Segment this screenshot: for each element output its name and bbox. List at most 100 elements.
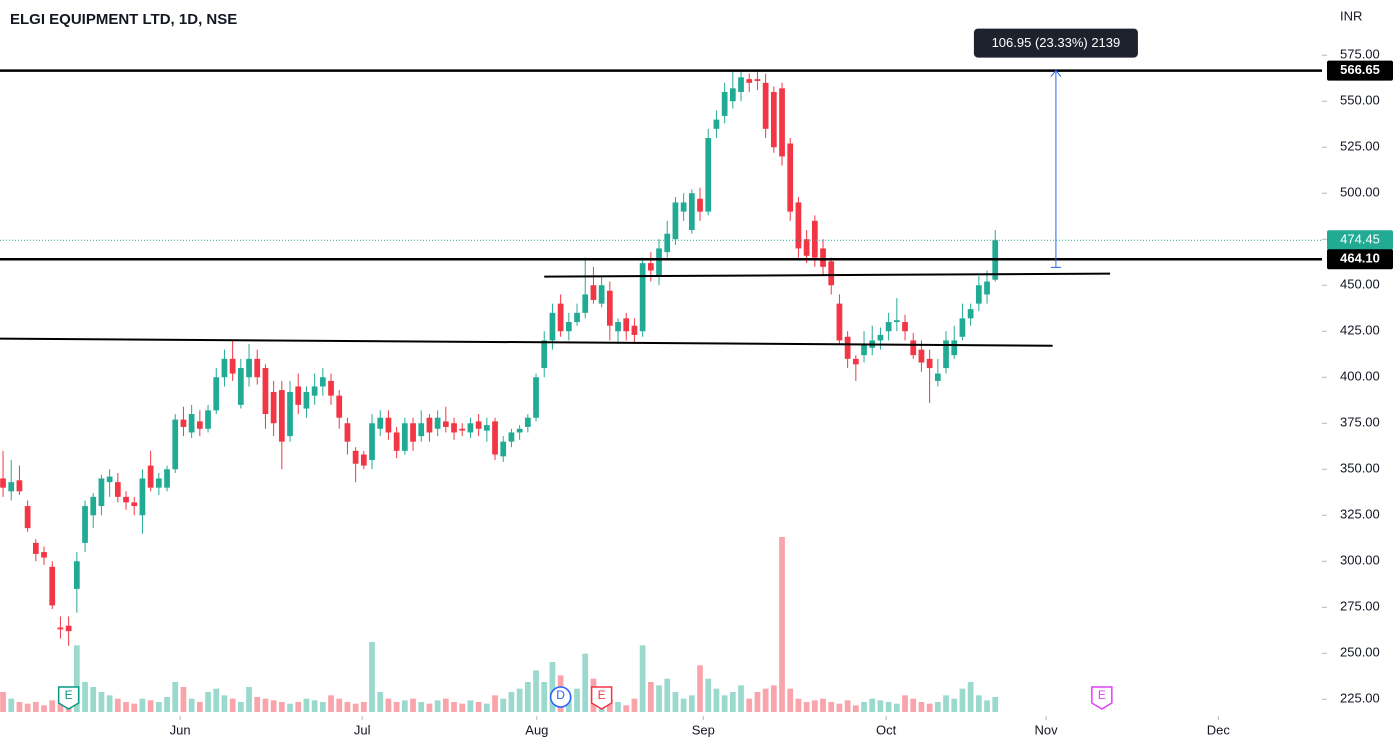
candle-body — [606, 290, 613, 326]
volume-bar — [820, 698, 826, 712]
y-tick-label: 375.00 — [1340, 415, 1380, 430]
volume-bar — [73, 645, 80, 712]
candle-body — [492, 421, 498, 455]
volume-bar — [401, 700, 408, 712]
trend-line — [544, 272, 1111, 278]
volume-bar — [656, 685, 662, 712]
candle-body — [16, 480, 23, 492]
candle-body — [541, 340, 548, 369]
volume-bar — [360, 702, 367, 712]
candle-body — [401, 423, 408, 451]
volume-bar — [934, 702, 941, 712]
candle-body — [623, 318, 630, 332]
volume-bar — [270, 700, 277, 712]
candle-body — [139, 478, 146, 516]
candle-body — [565, 322, 572, 332]
volume-bar — [524, 682, 531, 712]
volume-bar — [467, 700, 474, 712]
level-box — [1327, 249, 1393, 270]
candle-body — [975, 285, 982, 304]
candle-body — [902, 322, 908, 332]
candle-body — [352, 450, 359, 464]
volume-bar — [623, 705, 630, 712]
volume-bar — [180, 687, 187, 712]
volume-bar — [729, 692, 736, 712]
level-box — [1327, 60, 1393, 81]
volume-bar — [967, 682, 974, 712]
candle-body — [893, 320, 900, 323]
volume-bar — [106, 695, 113, 712]
candle-body — [680, 202, 687, 212]
candle-body — [369, 423, 375, 461]
candle-body — [664, 233, 671, 253]
candle-body — [270, 391, 277, 424]
candle-body — [713, 119, 720, 129]
volume-bar — [147, 700, 154, 712]
candle-body — [803, 239, 810, 256]
event-icon — [549, 686, 572, 708]
candle-body — [836, 303, 843, 341]
candle-body — [582, 294, 589, 313]
candle-body — [754, 79, 761, 81]
candle-body — [877, 334, 884, 341]
candle-body — [303, 391, 310, 409]
candle-body — [328, 380, 334, 396]
volume-bar — [902, 695, 908, 712]
candle-body — [910, 340, 917, 356]
candle-body — [123, 496, 129, 503]
candle-body — [557, 303, 564, 332]
x-tick-label: Oct — [876, 722, 897, 737]
candle-body — [229, 358, 236, 374]
event-icon — [57, 686, 80, 710]
volume-bar — [541, 682, 548, 712]
event-label: E — [1098, 688, 1106, 702]
volume-bar — [975, 695, 982, 712]
volume-bar — [393, 702, 400, 712]
volume-bar — [885, 702, 892, 712]
currency: INR — [1340, 8, 1362, 23]
candle-body — [631, 325, 638, 335]
candle-body — [188, 414, 195, 433]
volume-bar — [721, 695, 728, 712]
candle-body — [221, 358, 228, 378]
candle-body — [131, 502, 138, 507]
candle-body — [41, 552, 47, 558]
candle-body — [943, 340, 949, 369]
volume-bar — [205, 692, 211, 712]
x-tick-label: Sep — [692, 722, 715, 737]
volume-bar — [377, 692, 384, 712]
volume-bar — [434, 700, 441, 712]
candle-body — [451, 423, 457, 433]
candle-body — [90, 496, 97, 516]
candle-body — [770, 92, 777, 148]
volume-bar — [155, 702, 162, 712]
candle-body — [155, 478, 162, 488]
candle-body — [918, 349, 925, 363]
volume-bar — [459, 703, 466, 712]
candle-body — [467, 423, 474, 433]
candle-body — [721, 92, 728, 116]
volume-bar — [319, 702, 326, 712]
volume-bar — [139, 698, 146, 712]
volume-bar — [861, 702, 867, 712]
volume-bar — [24, 703, 31, 712]
measure-box — [973, 28, 1138, 58]
candle-body — [254, 358, 261, 378]
candle-body — [615, 322, 621, 332]
volume-bar — [41, 705, 47, 712]
volume-bar — [672, 692, 679, 712]
chart-title: ELGI EQUIPMENT LTD, 1D, NSE — [10, 11, 237, 28]
candle-body — [426, 417, 433, 433]
volume-bar — [582, 653, 589, 712]
volume-bar — [451, 702, 457, 712]
candle-body — [738, 77, 744, 93]
candle-body — [779, 88, 785, 157]
candle-body — [861, 344, 867, 356]
volume-bar — [188, 698, 195, 712]
candle-body — [278, 390, 285, 442]
volume-bar — [836, 703, 843, 712]
volume-bar — [131, 703, 138, 712]
volume-bar — [123, 702, 129, 712]
volume-bar — [114, 698, 121, 712]
